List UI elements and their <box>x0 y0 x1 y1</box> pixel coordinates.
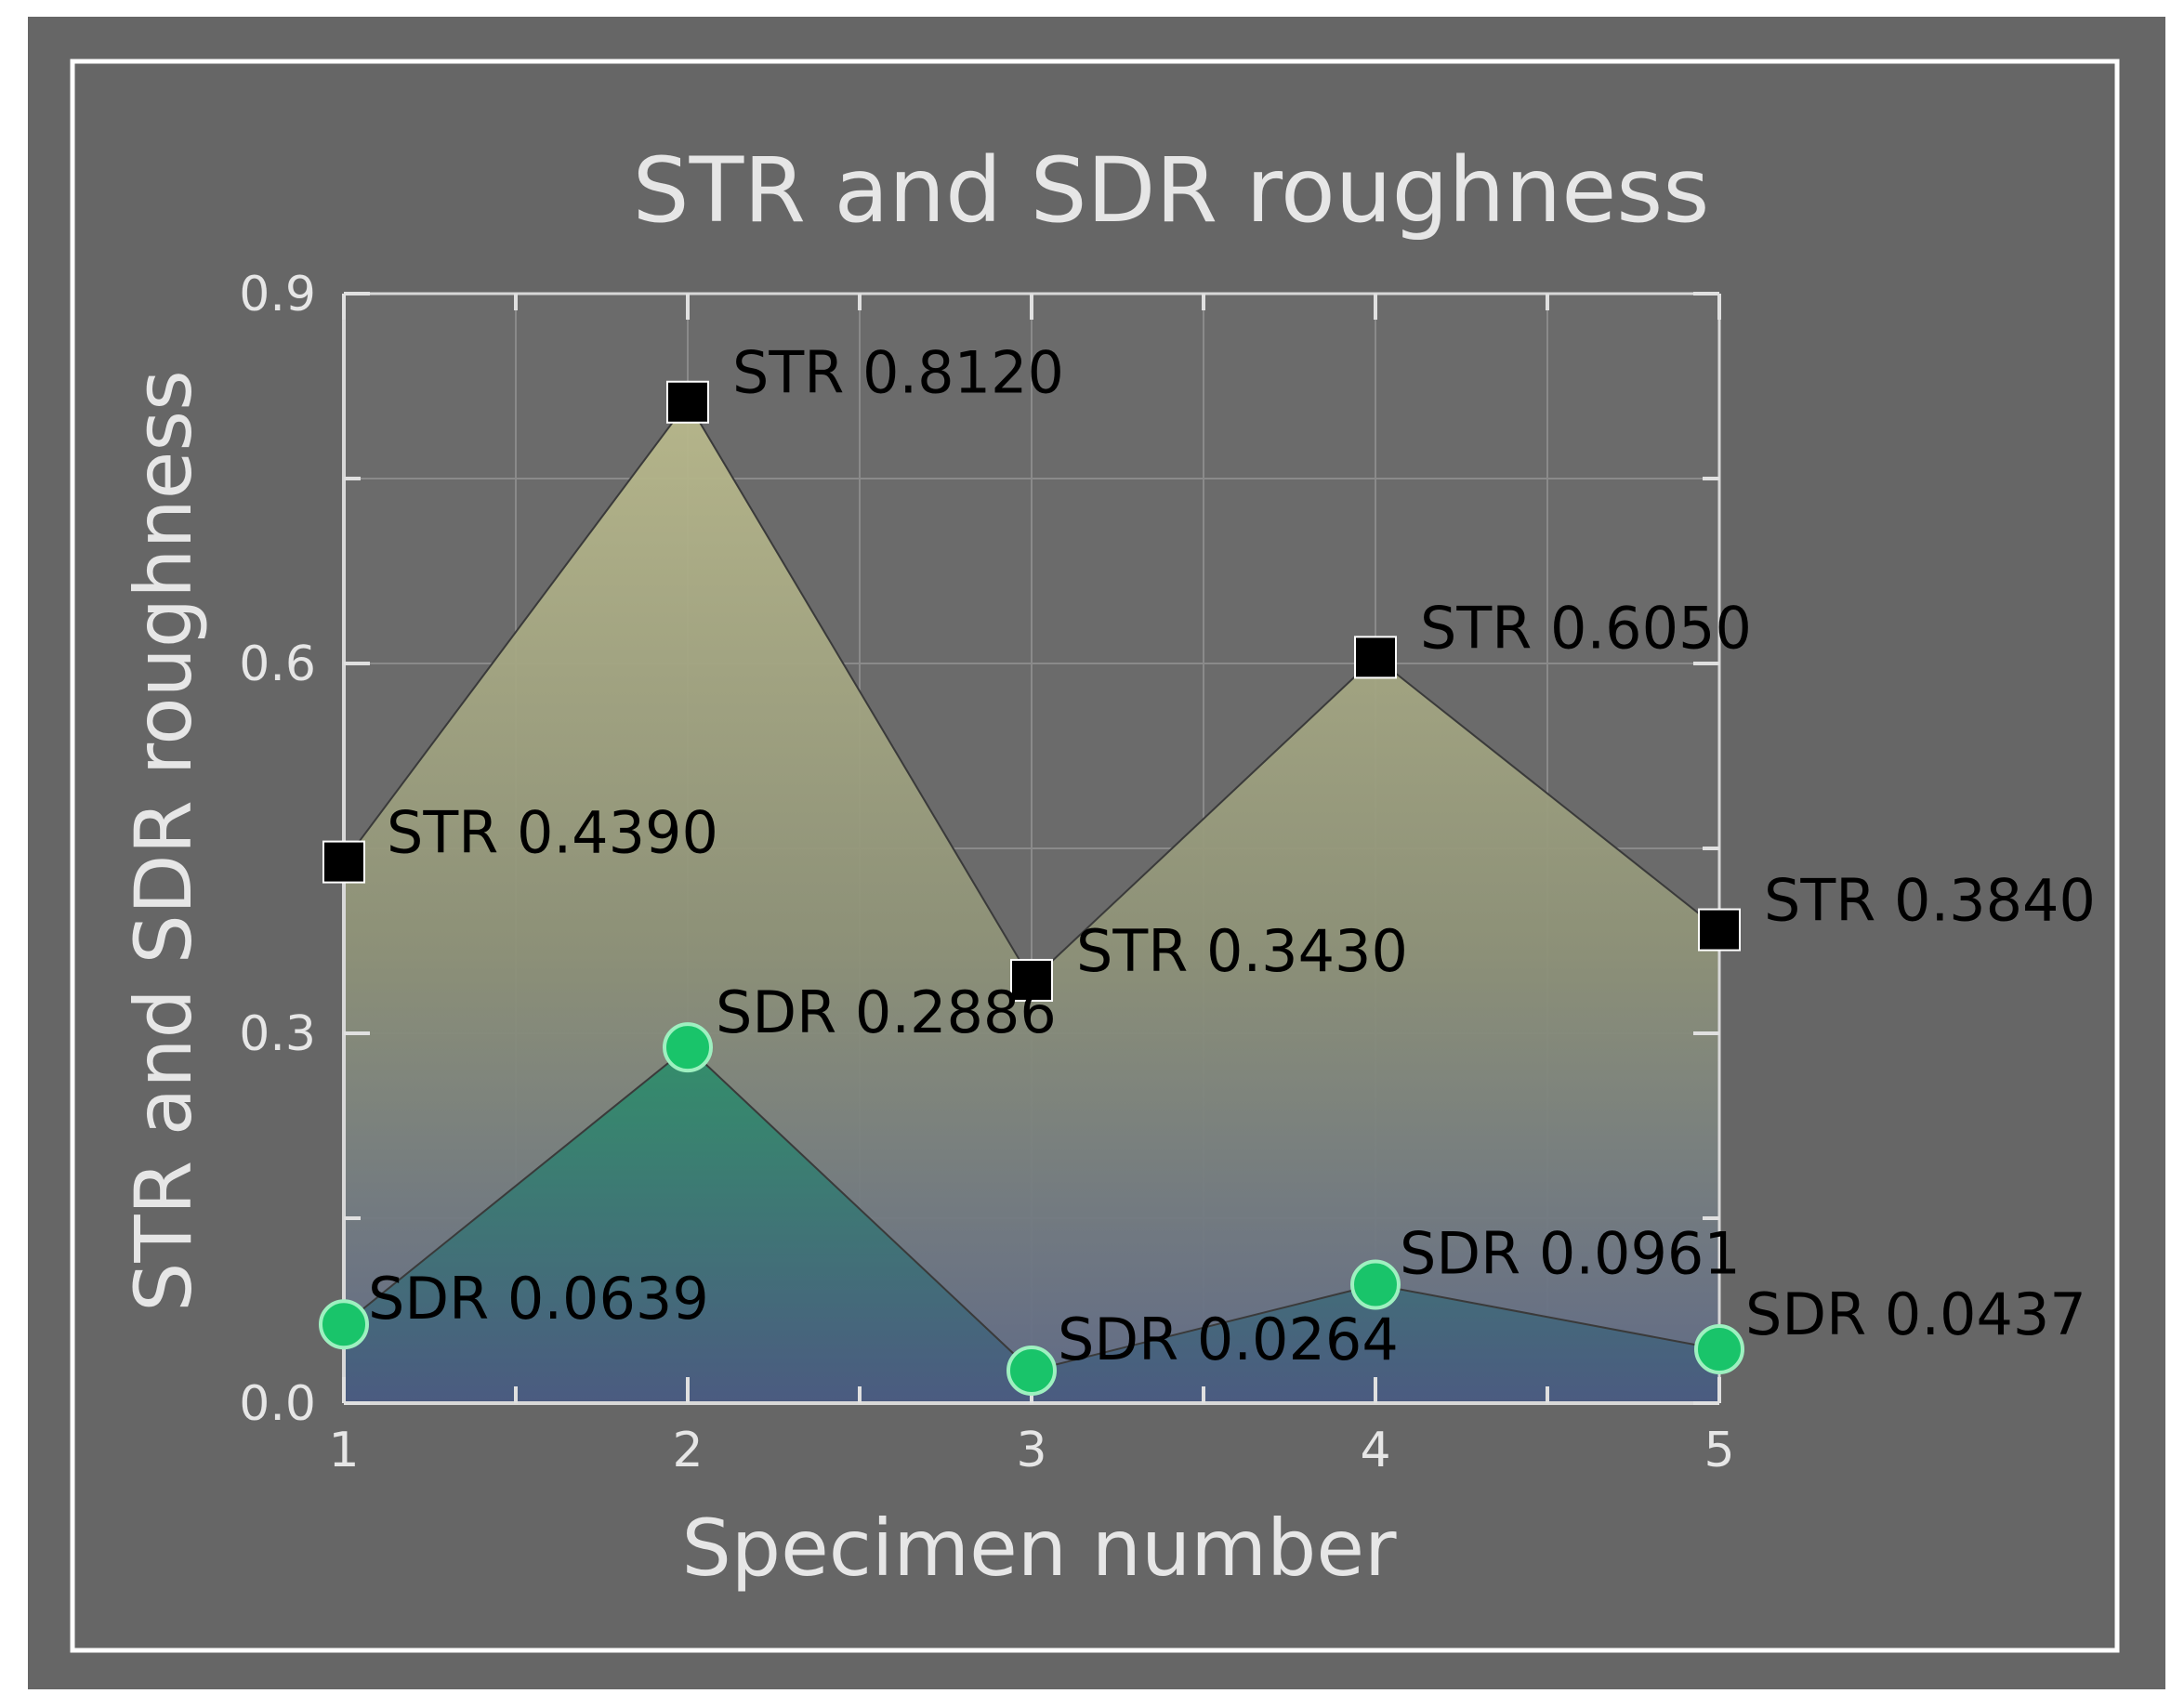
figure-frame <box>70 59 2120 1653</box>
marker-str <box>666 380 709 424</box>
data-label-sdr: SDR 0.0639 <box>368 1265 709 1333</box>
data-labels: STR 0.4390 STR 0.8120 STR 0.3430 STR 0.6050… <box>368 339 2096 1373</box>
y-axis-label: STR and SDR roughness <box>118 370 209 1312</box>
data-label-sdr: SDR 0.2886 <box>716 978 1057 1046</box>
marker-sdr <box>1006 1345 1057 1396</box>
area-sdr <box>344 1047 1719 1403</box>
data-label-str: STR 0.6050 <box>1420 594 1752 662</box>
y-tick-label: 0.3 <box>239 1006 316 1062</box>
data-label-str: STR 0.4390 <box>387 799 718 867</box>
marker-str <box>1354 636 1397 679</box>
chart-title: STR and SDR roughness <box>633 138 1710 243</box>
data-label-sdr: SDR 0.0264 <box>1058 1306 1399 1373</box>
marker-str <box>1010 958 1053 1002</box>
marker-sdr <box>1694 1324 1744 1375</box>
marker-sdr <box>663 1022 713 1073</box>
marker-sdr <box>319 1299 369 1350</box>
data-label-sdr: SDR 0.0961 <box>1400 1220 1741 1288</box>
x-tick-label: 3 <box>1016 1423 1046 1478</box>
data-label-str: STR 0.8120 <box>732 339 1064 407</box>
x-axis-label: Specimen number <box>681 1503 1397 1594</box>
series-markers <box>319 380 1744 1396</box>
x-tick-label: 4 <box>1360 1423 1390 1478</box>
marker-sdr <box>1350 1259 1401 1310</box>
y-tick-label: 0.9 <box>239 267 316 322</box>
x-tick-label: 1 <box>328 1423 359 1478</box>
marker-str <box>322 840 365 884</box>
data-label-sdr: SDR 0.0437 <box>1745 1280 2086 1348</box>
marker-str <box>1698 908 1741 952</box>
x-tick-label: 5 <box>1704 1423 1734 1478</box>
y-tick-label: 0.6 <box>239 637 316 692</box>
data-label-str: STR 0.3430 <box>1076 917 1408 985</box>
data-label-str: STR 0.3840 <box>1764 867 2096 935</box>
y-tick-label: 0.0 <box>239 1376 316 1432</box>
x-tick-label: 2 <box>672 1423 703 1478</box>
